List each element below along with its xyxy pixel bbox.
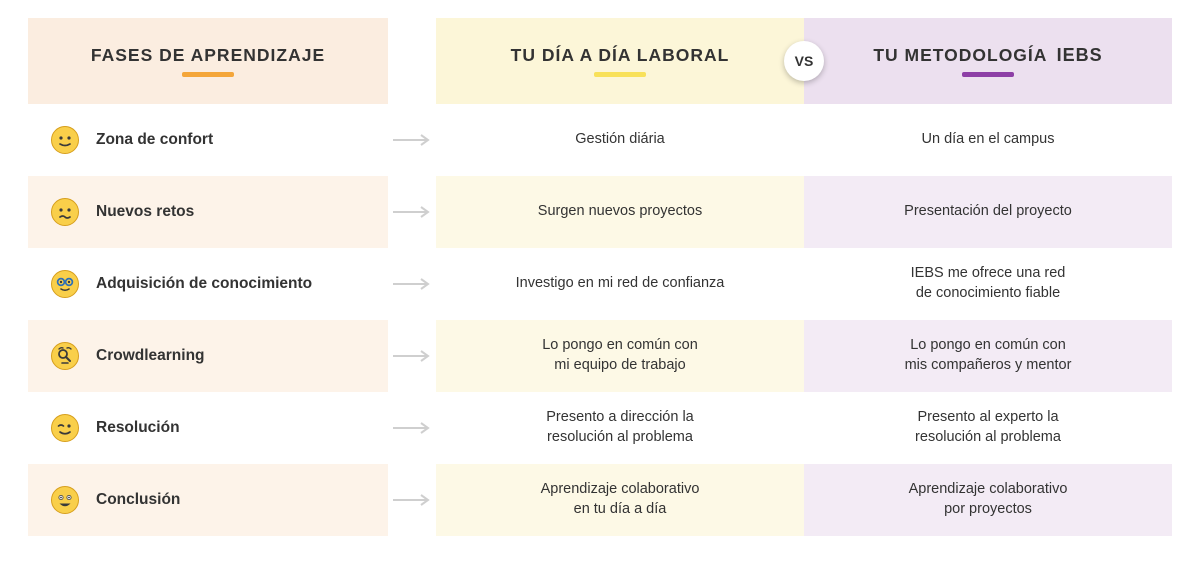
iebs-cell: Aprendizaje colaborativo por proyectos: [804, 464, 1172, 536]
iebs-cell: Un día en el campus: [804, 104, 1172, 176]
header-work-label: TU DÍA A DÍA LABORAL: [511, 45, 730, 66]
iebs-cell: Presentación del proyecto: [804, 176, 1172, 248]
header-phases: FASES DE APRENDIZAJE: [28, 18, 388, 104]
phase-label: Adquisición de conocimiento: [96, 275, 312, 293]
header-right: TU DÍA A DÍA LABORAL TU METODOLOGÍA IEBS…: [436, 18, 1172, 104]
header-iebs-label: TU METODOLOGÍA IEBS: [873, 45, 1102, 66]
arrow-icon: [388, 104, 436, 176]
iebs-cell: Lo pongo en común con mis compañeros y m…: [804, 320, 1172, 392]
header-work: TU DÍA A DÍA LABORAL: [436, 18, 804, 104]
arrow-icon: [388, 176, 436, 248]
vs-badge: VS: [784, 41, 824, 81]
phase-label: Resolución: [96, 419, 180, 437]
emoji-uneasy-icon: [50, 197, 80, 227]
row-right: Lo pongo en común con mi equipo de traba…: [436, 320, 1172, 392]
phase-label: Zona de confort: [96, 131, 213, 149]
work-cell: Lo pongo en común con mi equipo de traba…: [436, 320, 804, 392]
work-cell: Presento a dirección la resolución al pr…: [436, 392, 804, 464]
arrow-icon: [388, 320, 436, 392]
phase-label: Conclusión: [96, 491, 180, 509]
header-gap: [388, 18, 436, 104]
emoji-excited-icon: [50, 485, 80, 515]
row-right: Gestión diária Un día en el campus: [436, 104, 1172, 176]
emoji-wink-icon: [50, 413, 80, 443]
iebs-logo: IEBS: [1057, 45, 1103, 65]
arrow-icon: [388, 464, 436, 536]
arrow-icon: [388, 248, 436, 320]
work-cell: Aprendizaje colaborativo en tu día a día: [436, 464, 804, 536]
phase-label: Nuevos retos: [96, 203, 194, 221]
arrow-icon: [388, 392, 436, 464]
emoji-content-icon: [50, 125, 80, 155]
row-right: Surgen nuevos proyectos Presentación del…: [436, 176, 1172, 248]
phase-cell: Crowdlearning: [28, 320, 388, 392]
header-phases-label: FASES DE APRENDIZAJE: [91, 45, 325, 66]
row-right: Presento a dirección la resolución al pr…: [436, 392, 1172, 464]
work-cell: Surgen nuevos proyectos: [436, 176, 804, 248]
phase-label: Crowdlearning: [96, 347, 205, 365]
phase-cell: Adquisición de conocimiento: [28, 248, 388, 320]
phase-cell: Nuevos retos: [28, 176, 388, 248]
emoji-search-icon: [50, 341, 80, 371]
work-cell: Gestión diária: [436, 104, 804, 176]
row-right: Aprendizaje colaborativo en tu día a día…: [436, 464, 1172, 536]
phase-cell: Conclusión: [28, 464, 388, 536]
row-right: Investigo en mi red de confianza IEBS me…: [436, 248, 1172, 320]
work-cell: Investigo en mi red de confianza: [436, 248, 804, 320]
iebs-cell: Presento al experto la resolución al pro…: [804, 392, 1172, 464]
header-iebs: TU METODOLOGÍA IEBS: [804, 18, 1172, 104]
iebs-cell: IEBS me ofrece una red de conocimiento f…: [804, 248, 1172, 320]
emoji-nerd-icon: [50, 269, 80, 299]
phase-cell: Zona de confort: [28, 104, 388, 176]
phase-cell: Resolución: [28, 392, 388, 464]
